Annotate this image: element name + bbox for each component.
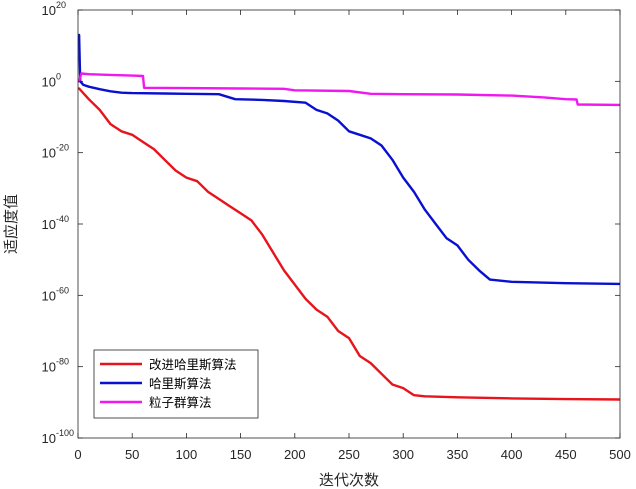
series-line-2 <box>78 33 620 286</box>
y-tick-label: 10 <box>42 217 56 232</box>
series-line-3 <box>78 72 620 107</box>
x-tick-label: 200 <box>284 447 306 462</box>
x-axis-title: 迭代次数 <box>319 471 379 489</box>
x-tick-label: 150 <box>230 447 252 462</box>
y-tick-label: 10 <box>42 3 56 18</box>
y-tick-label: 10 <box>42 360 56 375</box>
y-tick-label: 10 <box>42 74 56 89</box>
y-tick-exponent: -40 <box>56 214 69 224</box>
x-tick-label: 500 <box>609 447 631 462</box>
y-tick-label: 10 <box>42 431 56 446</box>
y-tick-exponent: 20 <box>56 0 66 10</box>
x-tick-label: 400 <box>501 447 523 462</box>
x-tick-label: 300 <box>392 447 414 462</box>
x-tick-label: 450 <box>555 447 577 462</box>
y-tick-label: 10 <box>42 288 56 303</box>
x-tick-label: 350 <box>447 447 469 462</box>
y-tick-label: 10 <box>42 146 56 161</box>
legend-label-3: 粒子群算法 <box>149 395 212 410</box>
series-line-1 <box>78 87 620 401</box>
y-tick-exponent: -100 <box>56 428 74 438</box>
x-tick-label: 0 <box>74 447 81 462</box>
y-tick-exponent: 0 <box>56 71 61 81</box>
x-tick-label: 100 <box>176 447 198 462</box>
legend-label-2: 哈里斯算法 <box>149 376 212 391</box>
y-tick-exponent: -80 <box>56 357 69 367</box>
legend-label-1: 改进哈里斯算法 <box>149 357 237 372</box>
x-tick-label: 50 <box>125 447 139 462</box>
y-tick-exponent: -60 <box>56 285 69 295</box>
y-tick-exponent: -20 <box>56 143 69 153</box>
x-tick-label: 250 <box>338 447 360 462</box>
y-axis-title: 适应度值 <box>2 194 20 254</box>
